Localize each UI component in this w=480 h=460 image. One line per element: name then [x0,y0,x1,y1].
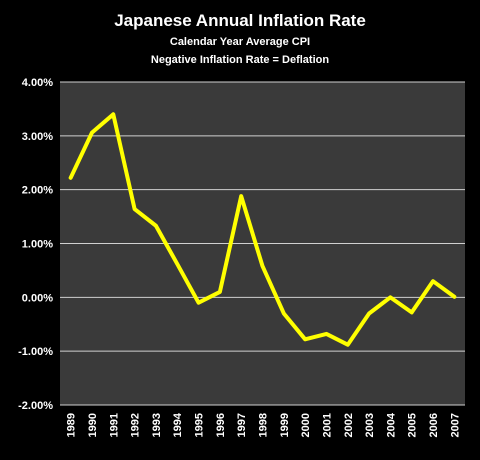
x-tick-label: 2000 [300,413,312,437]
chart-title: Japanese Annual Inflation Rate [114,11,366,30]
x-tick-label: 1999 [279,413,291,437]
chart-subtitle-line-1: Calendar Year Average CPI [170,36,310,48]
x-tick-label: 1993 [151,413,163,437]
y-axis-tick-labels: 4.00% 3.00% 2.00% 1.00% 0.00% -1.00% -2.00% [18,77,53,412]
gridlines [60,81,465,406]
chart-subtitle-line-2: Negative Inflation Rate = Deflation [151,54,329,66]
y-tick-label: 1.00% [22,239,53,251]
y-tick-label: -2.00% [18,400,53,412]
x-tick-label: 2001 [321,413,333,437]
x-tick-label: 1998 [258,413,270,437]
x-tick-label: 1989 [66,413,78,437]
x-tick-label: 2007 [449,413,461,437]
y-tick-label: 2.00% [22,185,53,197]
x-tick-label: 1992 [130,413,142,437]
x-tick-label: 1994 [172,412,184,437]
x-tick-label: 1996 [215,413,227,437]
x-axis-tick-labels: 1989 1990 1991 1992 1993 1994 1995 1996 1997 1998… [66,412,462,437]
series-line [68,112,457,347]
x-tick-label: 2003 [364,413,376,437]
x-tick-label: 1995 [194,413,206,437]
y-tick-label: 3.00% [22,131,53,143]
x-tick-label: 2005 [407,413,419,437]
x-tick-label: 2004 [385,412,397,437]
x-tick-label: 1990 [87,413,99,437]
x-tick-label: 2002 [343,413,355,437]
y-tick-label: 4.00% [22,77,53,89]
x-tick-label: 2006 [428,413,440,437]
x-tick-label: 1997 [236,413,248,437]
y-tick-label: 0.00% [22,292,53,304]
x-tick-label: 1991 [108,413,120,437]
y-tick-label: -1.00% [18,346,53,358]
